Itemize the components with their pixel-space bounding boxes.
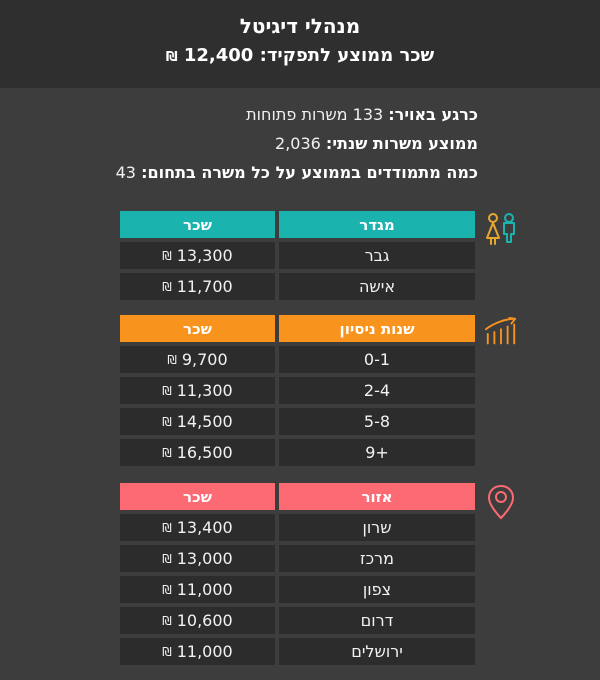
stat-value: 43	[115, 163, 136, 182]
table-row: 5-8 14,500 ₪	[120, 408, 475, 435]
salary-value: 16,500	[176, 443, 233, 462]
category-cell: 9+	[279, 439, 475, 466]
shekel-sign: ₪	[162, 582, 172, 597]
salary-cell: 13,400 ₪	[120, 514, 275, 541]
salary-cell: 11,000 ₪	[120, 576, 275, 603]
growth-chart-icon	[484, 316, 517, 345]
page-subtitle: שכר ממוצע לתפקיד: 12,400 ₪	[0, 41, 600, 73]
category-cell: שרון	[279, 514, 475, 541]
category-cell: 2-4	[279, 377, 475, 404]
stat-label: כרגע באויר:	[388, 105, 478, 124]
salary-cell: 14,500 ₪	[120, 408, 275, 435]
salary-cell: 13,000 ₪	[120, 545, 275, 572]
page-header: מנהלי דיגיטל שכר ממוצע לתפקיד: 12,400 ₪	[0, 0, 600, 88]
category-cell: מרכז	[279, 545, 475, 572]
shekel-sign: ₪	[162, 520, 172, 535]
shekel-sign: ₪	[162, 279, 172, 294]
tables-area: מגדר שכר גבר 13,300 ₪ אישה 11,700 ₪ שנות ניסי…	[0, 211, 600, 665]
salary-table: מגדר שכר גבר 13,300 ₪ אישה 11,700 ₪	[120, 211, 475, 300]
salary-value: 11,300	[176, 381, 233, 400]
salary-by-region-table: אזור שכר שרון 13,400 ₪ מרכז 13,000 ₪ צפון 11,00…	[0, 483, 518, 665]
salary-value: 13,300	[176, 246, 233, 265]
category-cell: גבר	[279, 242, 475, 269]
table-row: אישה 11,700 ₪	[120, 273, 475, 300]
subtitle-value: 12,400	[183, 45, 254, 66]
table-row: גבר 13,300 ₪	[120, 242, 475, 269]
stat-value: 2,036	[275, 134, 321, 153]
salary-value: 11,700	[176, 277, 233, 296]
category-column-header: שנות ניסיון	[279, 315, 475, 342]
salary-value: 9,700	[181, 350, 228, 369]
stat-label: ממוצע משרות שנתי:	[325, 134, 478, 153]
salary-value: 13,400	[176, 518, 233, 537]
shekel-sign: ₪	[162, 644, 172, 659]
table-row: צפון 11,000 ₪	[120, 576, 475, 603]
table-row: 2-4 11,300 ₪	[120, 377, 475, 404]
salary-value: 10,600	[176, 611, 233, 630]
table-icon-slot	[484, 211, 518, 250]
table-row: דרום 10,600 ₪	[120, 607, 475, 634]
shekel-sign: ₪	[162, 445, 172, 460]
location-pin-icon	[487, 484, 515, 520]
salary-value: 11,000	[176, 642, 233, 661]
category-column-header: מגדר	[279, 211, 475, 238]
salary-column-header: שכר	[120, 483, 275, 510]
stat-line: ממוצע משרות שנתי: 2,036	[0, 129, 478, 158]
table-row: שרון 13,400 ₪	[120, 514, 475, 541]
salary-by-gender-table: מגדר שכר גבר 13,300 ₪ אישה 11,700 ₪	[0, 211, 518, 300]
shekel-sign: ₪	[162, 551, 172, 566]
table-icon-slot	[484, 315, 518, 350]
salary-table: שנות ניסיון שכר 0-1 9,700 ₪ 2-4 11,300 ₪ 5-8 14…	[120, 315, 475, 466]
salary-cell: 10,600 ₪	[120, 607, 275, 634]
table-header-row: שנות ניסיון שכר	[120, 315, 475, 342]
salary-value: 14,500	[176, 412, 233, 431]
salary-cell: 11,000 ₪	[120, 638, 275, 665]
salary-value: 11,000	[176, 580, 233, 599]
category-cell: צפון	[279, 576, 475, 603]
stat-line: כרגע באויר: 133 משרות פתוחות	[0, 100, 478, 129]
salary-cell: 13,300 ₪	[120, 242, 275, 269]
table-header-row: מגדר שכר	[120, 211, 475, 238]
shekel-sign: ₪	[162, 248, 172, 263]
table-row: 0-1 9,700 ₪	[120, 346, 475, 373]
category-cell: ירושלים	[279, 638, 475, 665]
category-column-header: אזור	[279, 483, 475, 510]
table-icon-slot	[484, 483, 518, 522]
salary-cell: 9,700 ₪	[120, 346, 275, 373]
subtitle-label: שכר ממוצע לתפקיד:	[259, 45, 435, 66]
salary-cell: 16,500 ₪	[120, 439, 275, 466]
stat-line: כמה מתמודדים בממוצע על כל משרה בתחום: 43	[0, 158, 478, 187]
salary-column-header: שכר	[120, 315, 275, 342]
salary-cell: 11,700 ₪	[120, 273, 275, 300]
category-cell: 5-8	[279, 408, 475, 435]
male-female-icon	[486, 213, 515, 245]
category-cell: 0-1	[279, 346, 475, 373]
shekel-sign: ₪	[162, 383, 172, 398]
shekel-sign: ₪	[162, 613, 172, 628]
salary-by-experience-table: שנות ניסיון שכר 0-1 9,700 ₪ 2-4 11,300 ₪ 5-8 14…	[0, 315, 518, 466]
category-cell: אישה	[279, 273, 475, 300]
salary-value: 13,000	[176, 549, 233, 568]
table-row: ירושלים 11,000 ₪	[120, 638, 475, 665]
shekel-sign: ₪	[165, 50, 178, 65]
salary-cell: 11,300 ₪	[120, 377, 275, 404]
page-title: מנהלי דיגיטל	[239, 14, 361, 38]
stats-list: כרגע באויר: 133 משרות פתוחות ממוצע משרות …	[0, 88, 600, 187]
table-row: 9+ 16,500 ₪	[120, 439, 475, 466]
stat-label: כמה מתמודדים בממוצע על כל משרה בתחום:	[141, 163, 478, 182]
category-cell: דרום	[279, 607, 475, 634]
table-row: מרכז 13,000 ₪	[120, 545, 475, 572]
shekel-sign: ₪	[167, 352, 177, 367]
salary-column-header: שכר	[120, 211, 275, 238]
shekel-sign: ₪	[162, 414, 172, 429]
salary-table: אזור שכר שרון 13,400 ₪ מרכז 13,000 ₪ צפון 11,00…	[120, 483, 475, 665]
table-header-row: אזור שכר	[120, 483, 475, 510]
stat-value: 133 משרות פתוחות	[246, 105, 384, 124]
